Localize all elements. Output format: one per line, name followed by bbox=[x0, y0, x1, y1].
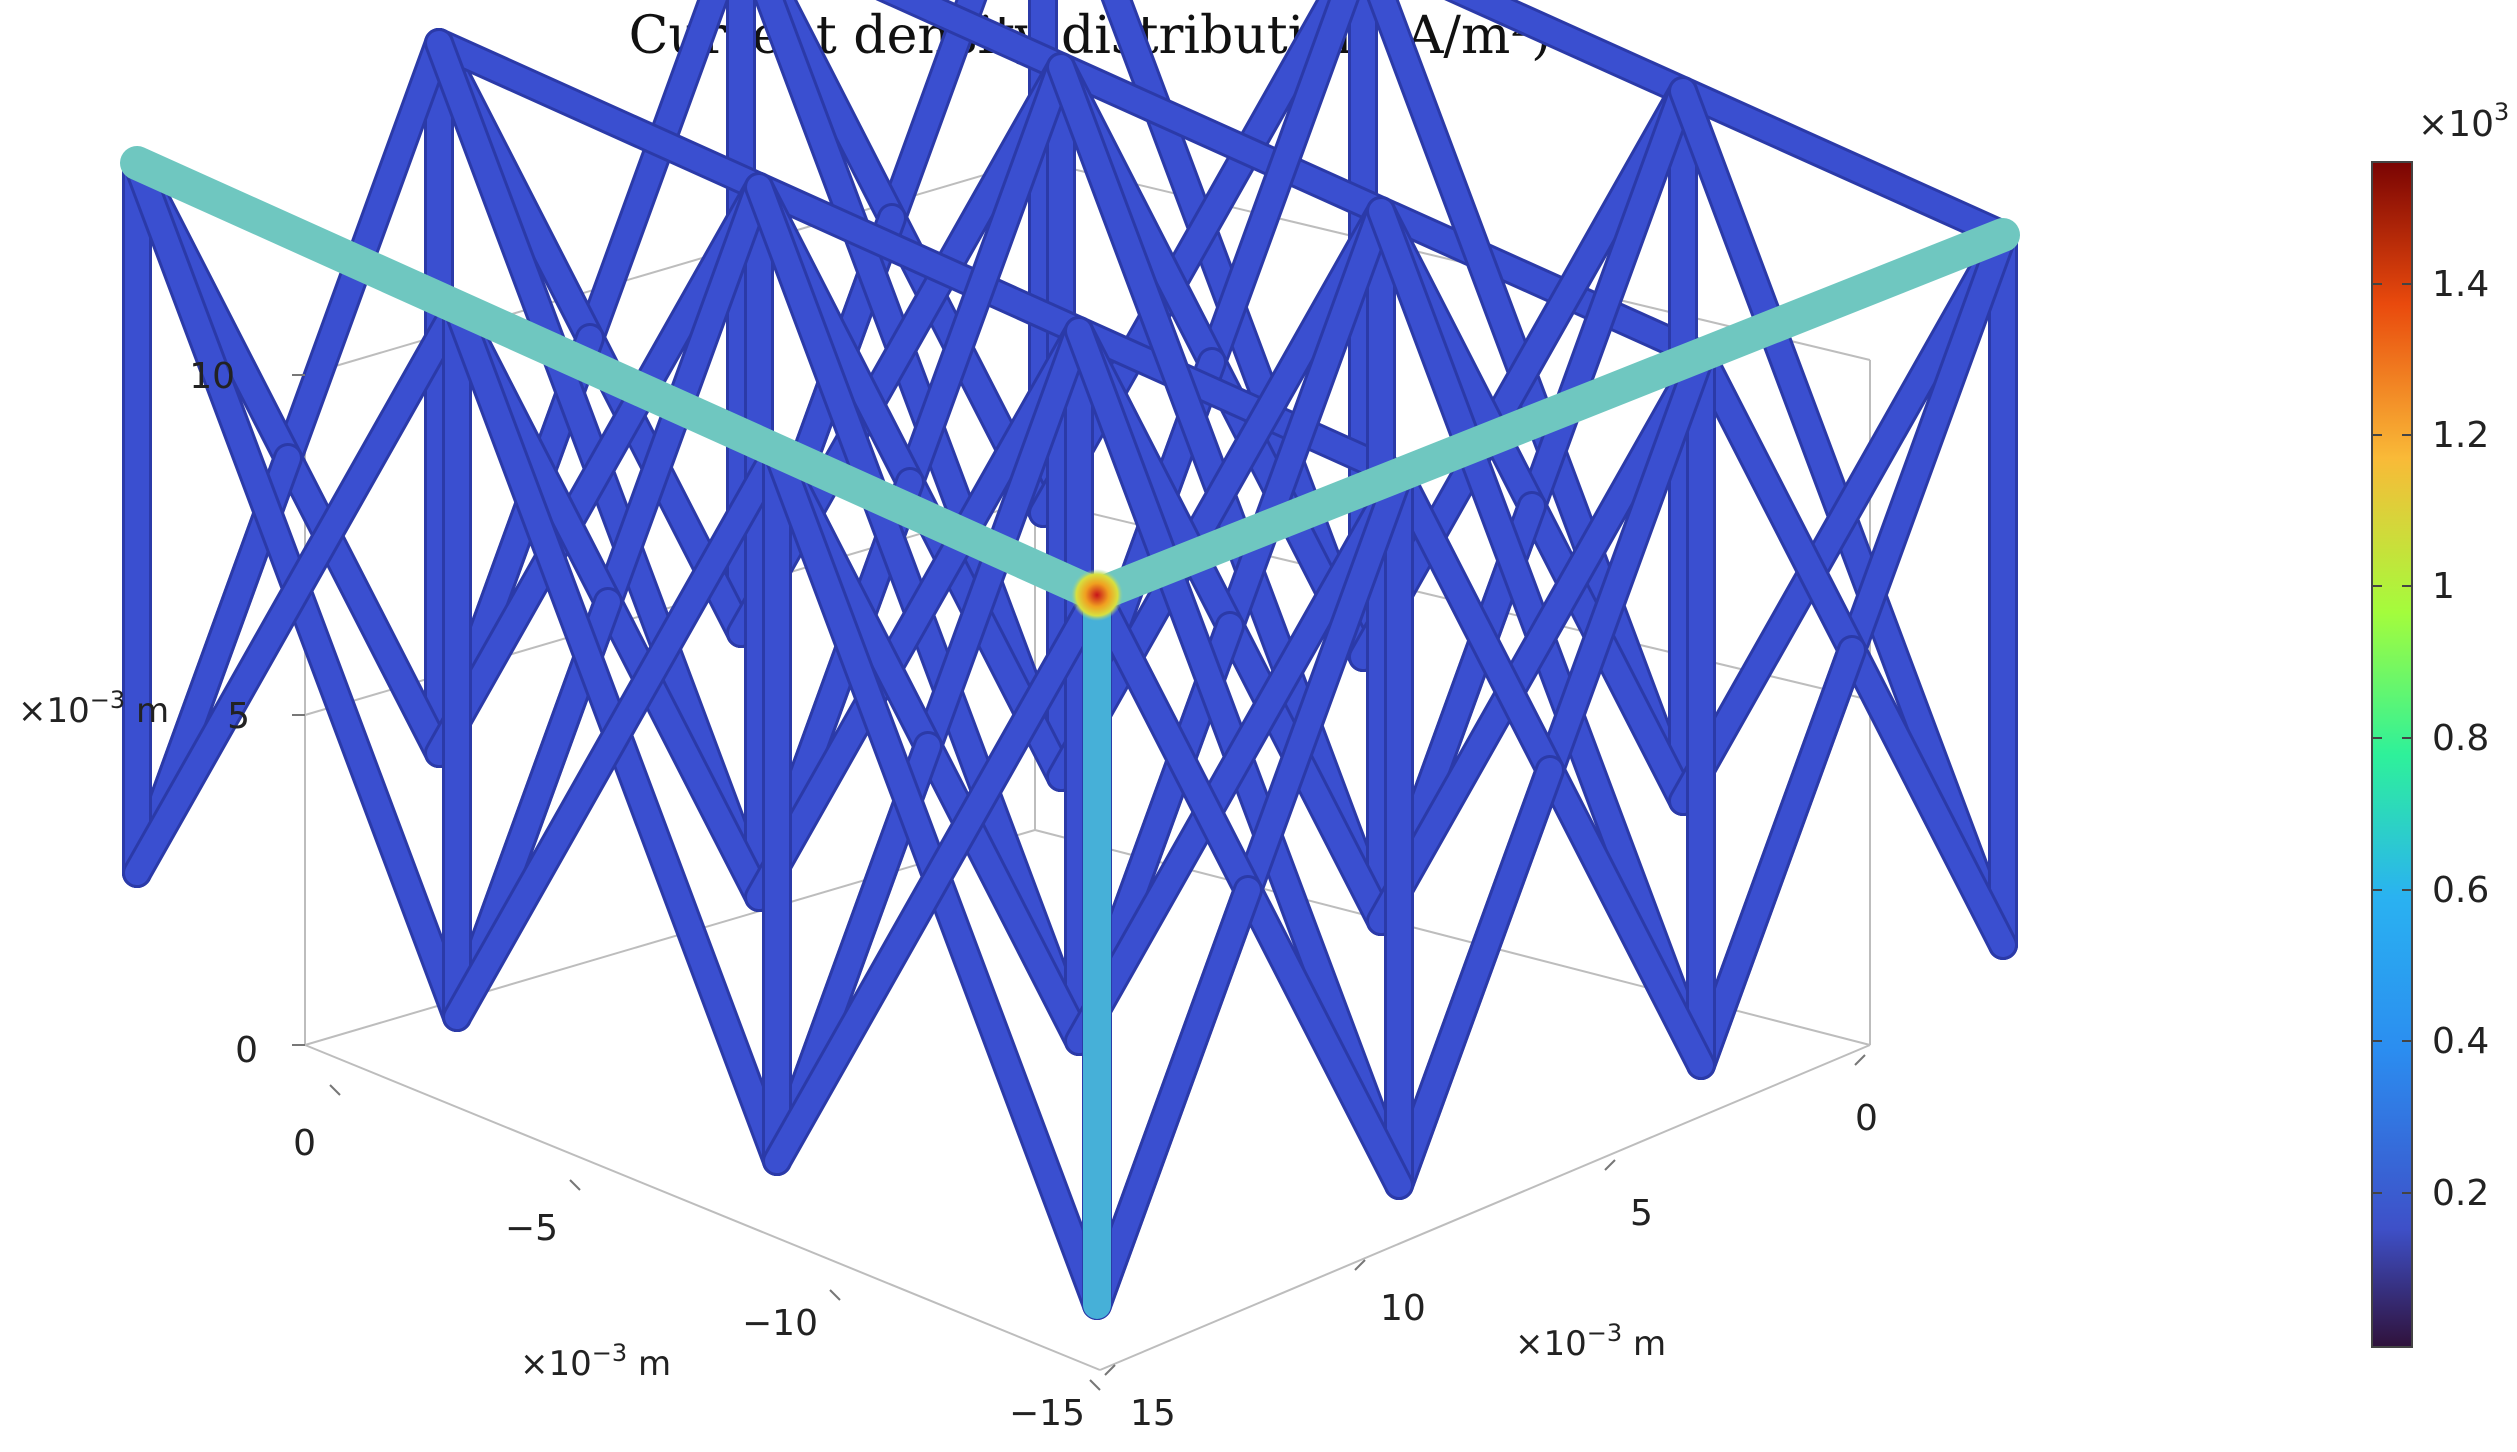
colorbar: ×103 1.4 1.2 1 0.8 0.6 0.4 0.2 bbox=[2371, 98, 2509, 1348]
lattice-strut bbox=[1067, 463, 1411, 1053]
x-tick-mark bbox=[329, 1084, 341, 1096]
lattice-strut bbox=[125, 295, 469, 885]
z-tick-label: 10 bbox=[189, 356, 235, 397]
x-tick-mark bbox=[829, 1289, 841, 1301]
lattice-strut bbox=[1671, 223, 2015, 813]
lattice-beam-front-left bbox=[120, 146, 1114, 612]
lattice-strut bbox=[445, 439, 789, 1029]
y-tick-label: 5 bbox=[1630, 1193, 1653, 1234]
z-tick-label: 5 bbox=[227, 696, 250, 737]
y-tick-mark bbox=[1104, 1364, 1116, 1376]
lattice-strut bbox=[1689, 638, 1864, 1077]
lattice-strut bbox=[1049, 199, 1393, 789]
x-tick-label: 0 bbox=[293, 1123, 316, 1164]
colorbar-tick-label: 1 bbox=[2432, 566, 2455, 607]
colorbar-tick-label: 1.4 bbox=[2432, 264, 2489, 305]
lattice-strut bbox=[427, 175, 771, 765]
axis-line bbox=[1099, 1044, 1871, 1371]
lattice-strut bbox=[1387, 758, 1562, 1197]
x-tick-label: −5 bbox=[505, 1208, 558, 1249]
lattice-strut bbox=[1351, 79, 1695, 669]
colorbar-tick-label: 0.8 bbox=[2432, 718, 2489, 759]
z-axis bbox=[292, 374, 305, 1046]
lattice-strut bbox=[1451, 0, 2015, 247]
colorbar-multiplier: ×103 bbox=[2418, 98, 2509, 145]
hotspot-marker bbox=[1071, 569, 1123, 621]
x-tick-mark bbox=[1089, 1379, 1101, 1391]
y-tick-mark bbox=[1854, 1054, 1866, 1066]
colorbar-gradient bbox=[2371, 161, 2413, 1348]
z-tick-label: 0 bbox=[235, 1030, 258, 1071]
y-axis-unit: ×10−3 m bbox=[1515, 1319, 1666, 1364]
x-tick-label: −10 bbox=[742, 1303, 818, 1344]
y-tick-mark bbox=[1354, 1259, 1366, 1271]
lattice-strut bbox=[765, 583, 1109, 1173]
colorbar-tick-label: 0.6 bbox=[2432, 870, 2489, 911]
x-axis-unit: ×10−3 m bbox=[520, 1339, 671, 1384]
x-tick-mark bbox=[569, 1179, 581, 1191]
lattice-beam-front-right bbox=[1080, 218, 2020, 612]
lattice-strut bbox=[427, 31, 1411, 487]
colorbar-tick-label: 1.2 bbox=[2432, 415, 2489, 456]
y-tick-label: 15 bbox=[1130, 1393, 1176, 1434]
axis-line bbox=[304, 1044, 1101, 1371]
lattice-strut bbox=[747, 319, 1091, 909]
x-axis bbox=[329, 1084, 1101, 1391]
lattice-strut bbox=[882, 0, 1713, 367]
y-tick-mark bbox=[1604, 1159, 1616, 1171]
y-tick-label: 0 bbox=[1855, 1098, 1878, 1139]
y-axis bbox=[1104, 1054, 1866, 1376]
lattice-struts bbox=[120, 0, 2020, 1320]
colorbar-tick-label: 0.2 bbox=[2432, 1173, 2489, 1214]
lattice-strut bbox=[1369, 343, 1713, 933]
y-tick-label: 10 bbox=[1380, 1288, 1426, 1329]
lattice-strut bbox=[1085, 878, 1260, 1317]
x-tick-label: −15 bbox=[1009, 1393, 1085, 1434]
z-axis-unit: ×10−3 m bbox=[18, 686, 169, 731]
grid-line bbox=[304, 829, 1036, 1046]
colorbar-tick-label: 0.4 bbox=[2432, 1021, 2489, 1062]
